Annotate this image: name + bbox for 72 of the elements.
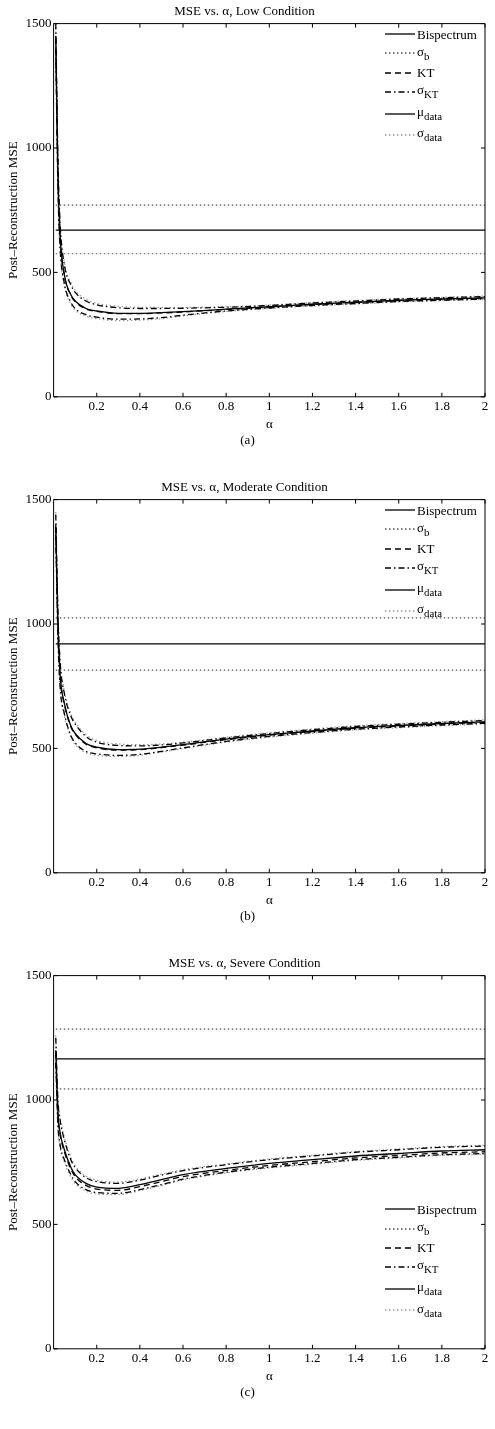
x-tick-label: 2 (481, 874, 489, 890)
y-tick-label: 1000 (25, 1091, 52, 1107)
x-tick-label: 1.6 (390, 398, 408, 414)
x-tick-label: 1.2 (304, 874, 321, 890)
x-tick-label: 0.4 (131, 874, 149, 890)
x-tick-label: 0.2 (88, 874, 105, 890)
legend-label: σ$_{b}$ (417, 1217, 430, 1239)
chart-title: MSE vs. α, Low Condition (174, 3, 316, 19)
y-axis-title: Post–Reconstruction MSE (5, 1093, 21, 1231)
x-tick-label: 0.4 (131, 398, 149, 414)
x-tick-label: 1 (266, 398, 273, 414)
y-tick-label: 500 (32, 1215, 52, 1231)
legend-label: σ$_{KT}$ (417, 1256, 439, 1277)
x-tick-label: 2 (481, 1350, 489, 1366)
x-tick-label: 2 (481, 398, 489, 414)
y-axis-title: Post–Reconstruction MSE (5, 617, 21, 755)
x-tick-label: 1 (266, 1350, 273, 1366)
legend-label: KT (417, 64, 435, 82)
x-tick-label: 0.8 (218, 398, 235, 414)
legend-label: μ$_{data}$ (417, 1278, 443, 1299)
text: (a) (239, 432, 256, 448)
y-tick-label: 1500 (25, 967, 52, 983)
x-tick-label: 1 (266, 874, 273, 890)
text: (b) (238, 908, 257, 924)
x-tick-label: 1.2 (304, 1350, 321, 1366)
legend-label: σ$_{data}$ (417, 1299, 443, 1321)
legend-label: σ$_{b}$ (417, 518, 430, 540)
x-axis-title: α (265, 415, 273, 431)
x-tick-label: 0.2 (88, 398, 105, 414)
x-tick-label: 1.4 (347, 398, 365, 414)
legend-label: σ$_{data}$ (417, 124, 443, 145)
legend-label: σ$_{b}$ (417, 42, 430, 64)
x-tick-label: 1.4 (347, 874, 365, 890)
x-tick-label: 1.6 (390, 874, 408, 890)
y-tick-label: 500 (32, 263, 52, 279)
text: (c) (239, 1384, 256, 1400)
x-tick-label: 0.8 (218, 874, 235, 890)
x-tick-label: 0.8 (218, 1350, 235, 1366)
y-tick-label: 1000 (25, 139, 52, 155)
x-tick-label: 1.8 (433, 1350, 450, 1366)
legend-label: Bispectrum (417, 1200, 477, 1218)
x-tick-label: 1.8 (433, 874, 450, 890)
x-tick-label: 1.6 (390, 1350, 408, 1366)
y-tick-label: 1000 (25, 615, 52, 631)
chart-title: MSE vs. α, Moderate Condition (161, 479, 329, 495)
x-tick-label: 1.4 (347, 1350, 365, 1366)
x-tick-label: 0.6 (174, 398, 192, 414)
y-tick-label: 0 (45, 864, 52, 880)
chart-title: MSE vs. α, Severe Condition (168, 955, 321, 971)
legend-label: μ$_{data}$ (417, 578, 443, 600)
x-tick-label: 1.8 (433, 398, 450, 414)
legend-label: μ$_{data}$ (417, 102, 443, 124)
legend-label: σ$_{KT}$ (417, 81, 439, 102)
x-axis-title: α (265, 891, 273, 907)
x-tick-label: 0.6 (174, 874, 192, 890)
x-tick-label: 0.2 (88, 1350, 105, 1366)
legend-label: σ$_{KT}$ (417, 557, 439, 578)
legend-label: KT (417, 1239, 435, 1257)
legend-label: KT (417, 540, 435, 558)
y-axis-title: Post–Reconstruction MSE (5, 141, 21, 279)
x-tick-label: 0.4 (131, 1350, 149, 1366)
y-tick-label: 1500 (25, 15, 52, 31)
y-tick-label: 1500 (25, 491, 52, 507)
y-tick-label: 0 (45, 388, 52, 404)
legend-label: σ$_{data}$ (417, 600, 443, 621)
x-tick-label: 0.6 (174, 1350, 192, 1366)
legend-label: Bispectrum (417, 25, 477, 43)
y-tick-label: 0 (45, 1340, 52, 1356)
x-axis-title: α (265, 1367, 273, 1383)
legend-label: Bispectrum (417, 501, 477, 519)
x-tick-label: 1.2 (304, 398, 321, 414)
y-tick-label: 500 (32, 739, 52, 755)
